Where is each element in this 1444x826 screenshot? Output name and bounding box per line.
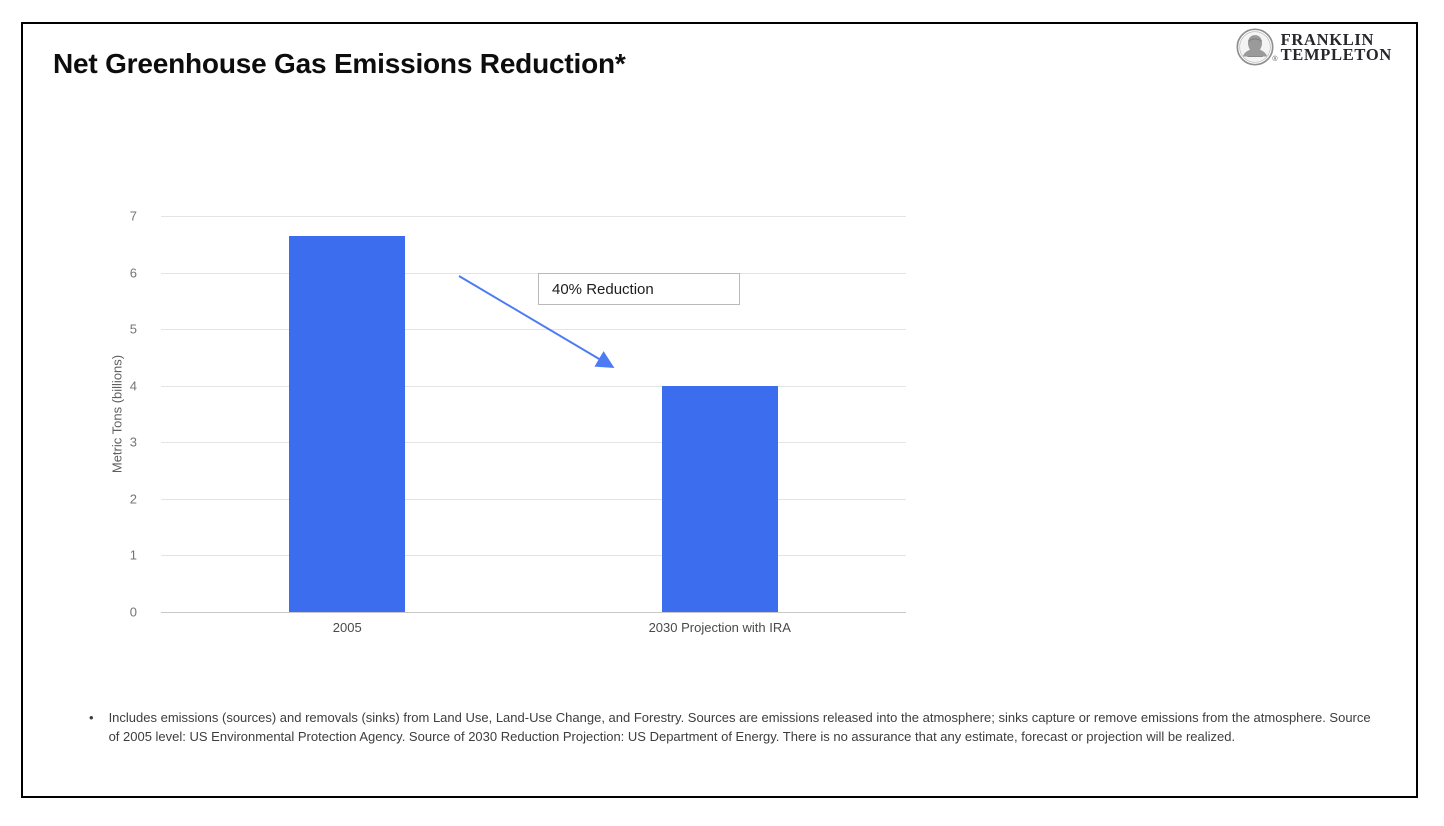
gridline	[161, 498, 906, 500]
y-tick-label: 0	[129, 604, 137, 620]
y-tick-label: 7	[129, 208, 137, 224]
plot-area: Metric Tons (billions) 40% Reduction 0 1 2…	[110, 209, 906, 635]
y-tick-label: 3	[129, 434, 137, 450]
gridline	[161, 385, 906, 387]
footnote: • Includes emissions (sources) and remov…	[89, 708, 1389, 746]
x-tick-label: 2030 Projection with IRA	[648, 620, 791, 635]
annotation-label: 40% Reduction	[552, 280, 654, 298]
bar-2030-projection-with-ira	[661, 385, 778, 612]
y-tick-label: 4	[129, 378, 137, 394]
gridline	[161, 329, 906, 331]
logo-word-franklin: FRANKLIN	[1280, 29, 1375, 49]
y-tick-label: 2	[129, 491, 137, 507]
reduction-arrow	[458, 275, 615, 369]
x-tick-label: 2005	[332, 620, 362, 635]
gridline	[161, 612, 906, 613]
logo-word-templeton: TEMPLETON	[1280, 45, 1392, 64]
gridline	[161, 555, 906, 557]
footnote-text: Includes emissions (sources) and removal…	[108, 710, 1371, 744]
slide-frame: Net Greenhouse Gas Emissions Reduction* …	[21, 22, 1418, 798]
annotation-box: 40% Reduction	[538, 273, 740, 305]
page-title: Net Greenhouse Gas Emissions Reduction*	[53, 48, 626, 79]
footnote-bullet: •	[89, 710, 94, 725]
registered-mark: ®	[1272, 56, 1278, 63]
y-tick-label: 6	[129, 265, 137, 281]
y-axis-title: Metric Tons (billions)	[109, 354, 125, 474]
franklin-bust-icon: ®	[1236, 28, 1278, 66]
gridline	[161, 216, 906, 217]
y-tick-label: 5	[129, 321, 137, 337]
y-tick-label: 1	[129, 547, 137, 563]
gridline	[161, 272, 906, 274]
bar-2005	[289, 235, 406, 612]
franklin-templeton-logo: ® FRANKLIN TEMPLETON	[1236, 28, 1392, 66]
gridline	[161, 442, 906, 444]
